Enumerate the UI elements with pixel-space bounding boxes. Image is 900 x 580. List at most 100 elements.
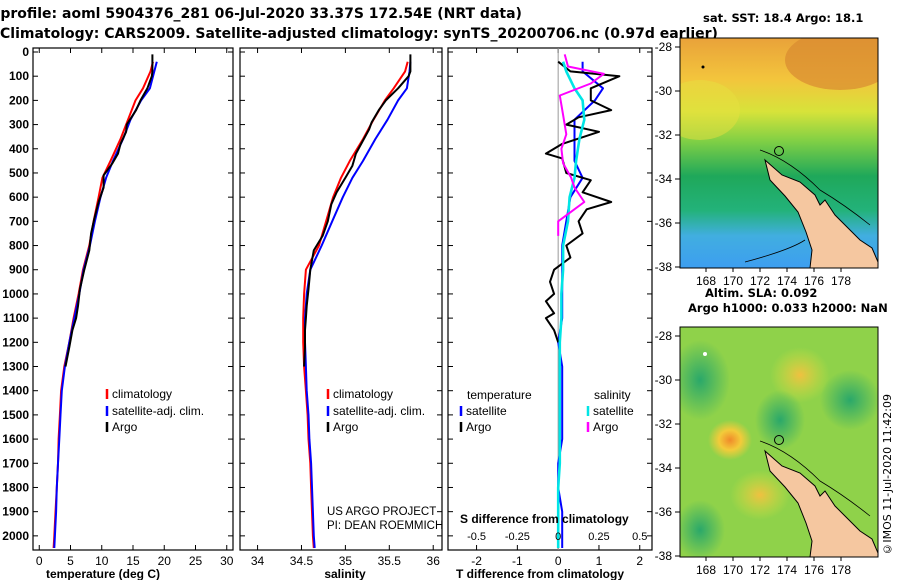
- panel-3-frame: [447, 47, 653, 551]
- depth-tick-label: 800: [9, 239, 29, 253]
- depth-tick-label: 500: [9, 166, 29, 180]
- x-tick-label: 25: [189, 554, 203, 568]
- depth-tick-label: 100: [9, 69, 29, 83]
- legend-satellite: satellite-adj. clim.: [105, 404, 204, 418]
- depth-tick-label: 1900: [2, 505, 29, 519]
- panel-2-frame: [239, 47, 443, 551]
- legend-argo-sal: Argo: [326, 420, 359, 434]
- map-lon-label: 176: [804, 274, 824, 288]
- x-tick-label: 20: [158, 554, 172, 568]
- map-lon-label: 168: [696, 563, 716, 577]
- series-satellite-adj-clim-: [53, 61, 158, 549]
- depth-tick-label: 600: [9, 190, 29, 204]
- depth-tick-label: 1600: [2, 432, 29, 446]
- map-lat-label: -38: [655, 549, 673, 563]
- sla-map: [680, 327, 878, 557]
- series-climatology: [52, 61, 154, 549]
- bathymetry-contour: [759, 149, 871, 226]
- depth-tick-label: 1500: [2, 408, 29, 422]
- sst-warm-patch: [785, 38, 878, 90]
- map-lon-label: 170: [723, 274, 743, 288]
- legend-label: satellite-adj. clim.: [112, 404, 204, 418]
- map-lat-label: -34: [655, 461, 673, 475]
- series-argo-salinity-: [557, 54, 605, 236]
- depth-tick-label: 1200: [2, 335, 29, 349]
- sst-map-frame: [679, 37, 879, 269]
- chart-title-line2: Climatology: CARS2009. Satellite-adjuste…: [0, 26, 718, 42]
- map-lon-label: 178: [831, 563, 851, 577]
- x-axis-label: salinity: [324, 567, 366, 580]
- depth-tick-label: 1000: [2, 287, 29, 301]
- legend-satellite-sal: satellite-adj. clim.: [326, 404, 425, 418]
- island-marker-2: [703, 352, 707, 356]
- x-tick-label: 1: [596, 554, 603, 568]
- x-tick-label: 2: [636, 554, 643, 568]
- x-tick-label: 34.5: [290, 554, 314, 568]
- x-tick-label: 0: [555, 554, 562, 568]
- legend-label: Argo: [466, 420, 492, 434]
- x-tick-label: 36: [427, 554, 441, 568]
- legend-label: Argo: [112, 420, 138, 434]
- depth-tick-label: 0: [22, 45, 29, 59]
- credit-line2: PI: DEAN ROEMMICH: [327, 520, 443, 532]
- depth-tick-label: 400: [9, 142, 29, 156]
- map-lon-label: 168: [696, 274, 716, 288]
- bathymetry-contour-2: [744, 239, 806, 263]
- bathymetry-contour-3: [759, 440, 871, 517]
- series-climatology: [302, 61, 409, 549]
- map-lat-label: -30: [655, 84, 673, 98]
- sla-map-frame: [679, 326, 879, 558]
- panel-3: -2 -1 0 1 2 T difference from climatology -0.5…: [447, 47, 653, 580]
- land-new-zealand-2: [764, 449, 878, 557]
- series-argo-temperature-: [544, 60, 621, 343]
- legend-temperature-heading: temperature: [467, 388, 532, 402]
- legend-climatology-sal: climatology: [326, 387, 393, 401]
- map-lon-label: 174: [777, 274, 797, 288]
- series-satellite-salinity-: [556, 61, 586, 548]
- map-lon-label: 170: [723, 563, 743, 577]
- map-lon-label: 178: [831, 274, 851, 288]
- sst-map-title: sat. SST: 18.4 Argo: 18.1: [703, 11, 864, 25]
- legend-label: Argo: [333, 420, 359, 434]
- map-lon-label: 172: [750, 563, 770, 577]
- s-diff-axis-label: S difference from climatology: [460, 512, 629, 526]
- sla-map-title-1: Altim. SLA: 0.092: [705, 286, 818, 300]
- map-lat-label: -36: [655, 505, 673, 519]
- panel-1-frame: [32, 47, 234, 551]
- legend-argo-temp: Argo: [459, 420, 492, 434]
- x-axis-label: T difference from climatology: [456, 567, 624, 580]
- sst-map: [680, 38, 878, 268]
- x-tick-label: 10: [95, 554, 109, 568]
- legend-climatology: climatology: [105, 387, 172, 401]
- series-argo: [64, 54, 154, 367]
- legend-sat-sal: satellite: [586, 404, 634, 418]
- x-tick-label: 35.5: [378, 554, 402, 568]
- map-lon-label: 172: [750, 274, 770, 288]
- legend-label: Argo: [593, 420, 619, 434]
- sla-low-3: [820, 370, 878, 430]
- legend-label: satellite: [466, 404, 507, 418]
- series-satellite-adj-clim-: [304, 61, 412, 549]
- map-lat-label: -32: [655, 417, 673, 431]
- sla-map-title-2: Argo h1000: 0.033 h2000: NaN: [688, 301, 888, 315]
- map-lat-label: -32: [655, 128, 673, 142]
- map-lat-label: -38: [655, 260, 673, 274]
- island-marker: [701, 65, 705, 69]
- series-argo: [303, 54, 412, 367]
- x-tick-label: 0: [36, 554, 43, 568]
- sla-low-2: [755, 390, 805, 450]
- legend-argo: Argo: [105, 420, 138, 434]
- depth-tick-label: 1300: [2, 360, 29, 374]
- depth-tick-label: 1800: [2, 480, 29, 494]
- credit-line1: US ARGO PROJECT: [327, 506, 436, 518]
- depth-tick-label: 1400: [2, 384, 29, 398]
- depth-tick-label: 200: [9, 93, 29, 107]
- depth-tick-label: 300: [9, 118, 29, 132]
- legend-label: satellite: [593, 404, 634, 418]
- panel-2: 34 34.5 35 35.5 36 salinity: [239, 47, 443, 580]
- s-diff-tick-label: 0: [555, 531, 561, 543]
- argo-location-marker-2: [774, 435, 784, 445]
- depth-tick-label: 2000: [2, 529, 29, 543]
- legend-salinity-heading: salinity: [594, 388, 631, 402]
